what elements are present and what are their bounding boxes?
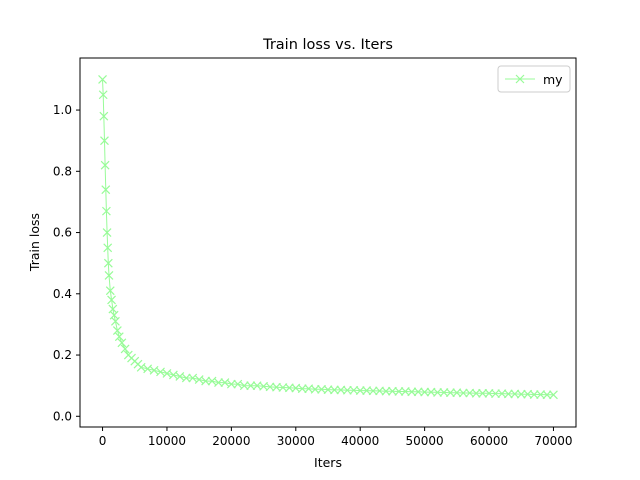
data-point	[310, 384, 320, 394]
data-point	[112, 326, 122, 335]
data-point	[478, 388, 488, 398]
data-point	[246, 381, 256, 391]
x-tick-label: 0	[99, 434, 107, 448]
y-tick-label: 1.0	[53, 103, 72, 117]
data-point	[394, 387, 404, 396]
data-point	[297, 384, 307, 394]
data-point	[120, 344, 130, 354]
data-point	[100, 160, 110, 170]
data-point	[117, 338, 127, 348]
x-axis: 0 10000 20000 30000 40000 50000 60000 70000	[99, 427, 573, 448]
legend-label-my: my	[543, 72, 563, 87]
y-tick-label: 0.8	[53, 164, 72, 178]
x-tick-label: 10000	[148, 434, 186, 448]
data-point	[342, 385, 352, 395]
data-point	[491, 389, 500, 399]
data-point	[103, 258, 113, 268]
data-point	[226, 379, 236, 389]
data-point	[214, 378, 223, 388]
x-tick-label: 70000	[534, 434, 572, 448]
y-tick-label: 0.4	[53, 287, 72, 301]
data-point	[503, 389, 513, 399]
data-point	[445, 388, 455, 398]
data-point	[98, 75, 107, 84]
data-point	[101, 206, 111, 216]
x-tick-label: 30000	[277, 434, 315, 448]
y-axis-label: Train loss	[27, 213, 42, 272]
plot-frame	[79, 57, 577, 428]
data-point	[102, 228, 112, 237]
data-point	[355, 386, 365, 395]
data-point	[104, 270, 114, 280]
data-point	[105, 286, 115, 296]
data-point	[407, 387, 417, 397]
data-point	[114, 332, 124, 342]
data-point	[111, 316, 120, 326]
data-point	[201, 376, 211, 386]
data-point	[542, 390, 552, 400]
y-tick-label: 0.6	[53, 226, 72, 240]
legend-series-marker	[515, 74, 525, 84]
data-point	[516, 389, 526, 399]
data-point	[420, 387, 430, 397]
data-point	[101, 185, 111, 195]
data-point	[381, 386, 391, 396]
x-tick-label: 60000	[470, 434, 508, 448]
legend: my	[497, 65, 571, 93]
series-layer	[98, 75, 558, 400]
data-point	[181, 373, 191, 383]
data-point	[471, 388, 481, 398]
data-point	[107, 295, 116, 305]
plot-area	[80, 58, 576, 427]
data-point	[549, 390, 558, 400]
data-point	[330, 385, 339, 395]
x-tick-label: 50000	[406, 434, 444, 448]
data-point	[98, 90, 108, 100]
data-point	[529, 390, 539, 399]
y-tick-label: 0.0	[53, 409, 72, 423]
data-point	[103, 243, 113, 253]
data-point	[100, 136, 109, 146]
data-point	[433, 387, 442, 397]
data-point	[458, 388, 468, 398]
chart-title: Train loss vs. Iters	[262, 37, 393, 53]
y-axis: 0.0 0.2 0.4 0.6 0.8 1.0	[53, 103, 80, 423]
data-point	[368, 386, 378, 396]
x-tick-label: 20000	[212, 434, 250, 448]
data-point	[239, 381, 249, 391]
x-axis-label: Iters	[314, 455, 342, 470]
y-tick-label: 0.2	[53, 348, 72, 362]
x-tick-label: 40000	[341, 434, 379, 448]
data-point	[99, 111, 109, 121]
